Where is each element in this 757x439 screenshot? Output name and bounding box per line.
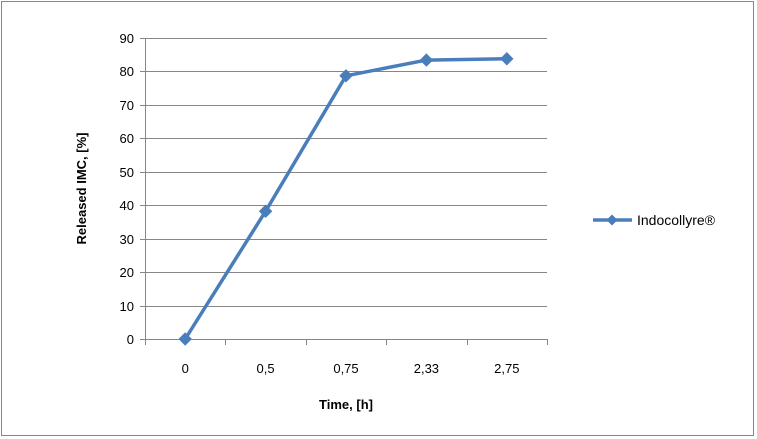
axes: [145, 38, 547, 340]
y-tick-label: 60: [120, 131, 134, 146]
y-tick-label: 20: [120, 265, 134, 280]
gridlines: [140, 38, 548, 345]
x-tick-label: 2,33: [414, 361, 439, 376]
data-point: [258, 204, 273, 218]
y-tick-label: 90: [120, 31, 134, 46]
x-tick-label: 0,75: [333, 361, 358, 376]
data-point: [419, 53, 434, 67]
y-tick-label: 40: [120, 198, 134, 213]
y-tick-label: 50: [120, 165, 134, 180]
legend: Indocollyre®: [593, 212, 716, 228]
x-tick-label: 0,5: [257, 361, 275, 376]
data-point: [178, 332, 192, 346]
data-point: [339, 69, 353, 83]
y-tick-labels: 0 10 20 30 40 50 60 70 80 90: [120, 31, 134, 347]
y-axis-title: Released IMC, [%]: [74, 133, 89, 245]
y-tick-label: 70: [120, 98, 134, 113]
y-tick-label: 30: [120, 232, 134, 247]
x-tick-labels: 0 0,5 0,75 2,33 2,75: [182, 361, 520, 376]
legend-label: Indocollyre®: [637, 212, 716, 228]
y-tick-label: 80: [120, 64, 134, 79]
x-tick-label: 0: [182, 361, 189, 376]
y-tick-label: 0: [127, 332, 134, 347]
legend-marker: [606, 214, 618, 226]
y-tick-label: 10: [120, 299, 134, 314]
x-axis-title: Time, [h]: [319, 397, 373, 412]
x-tick-label: 2,75: [494, 361, 519, 376]
data-point: [500, 52, 514, 66]
series-line: [183, 56, 509, 341]
series-layer: [178, 52, 514, 346]
